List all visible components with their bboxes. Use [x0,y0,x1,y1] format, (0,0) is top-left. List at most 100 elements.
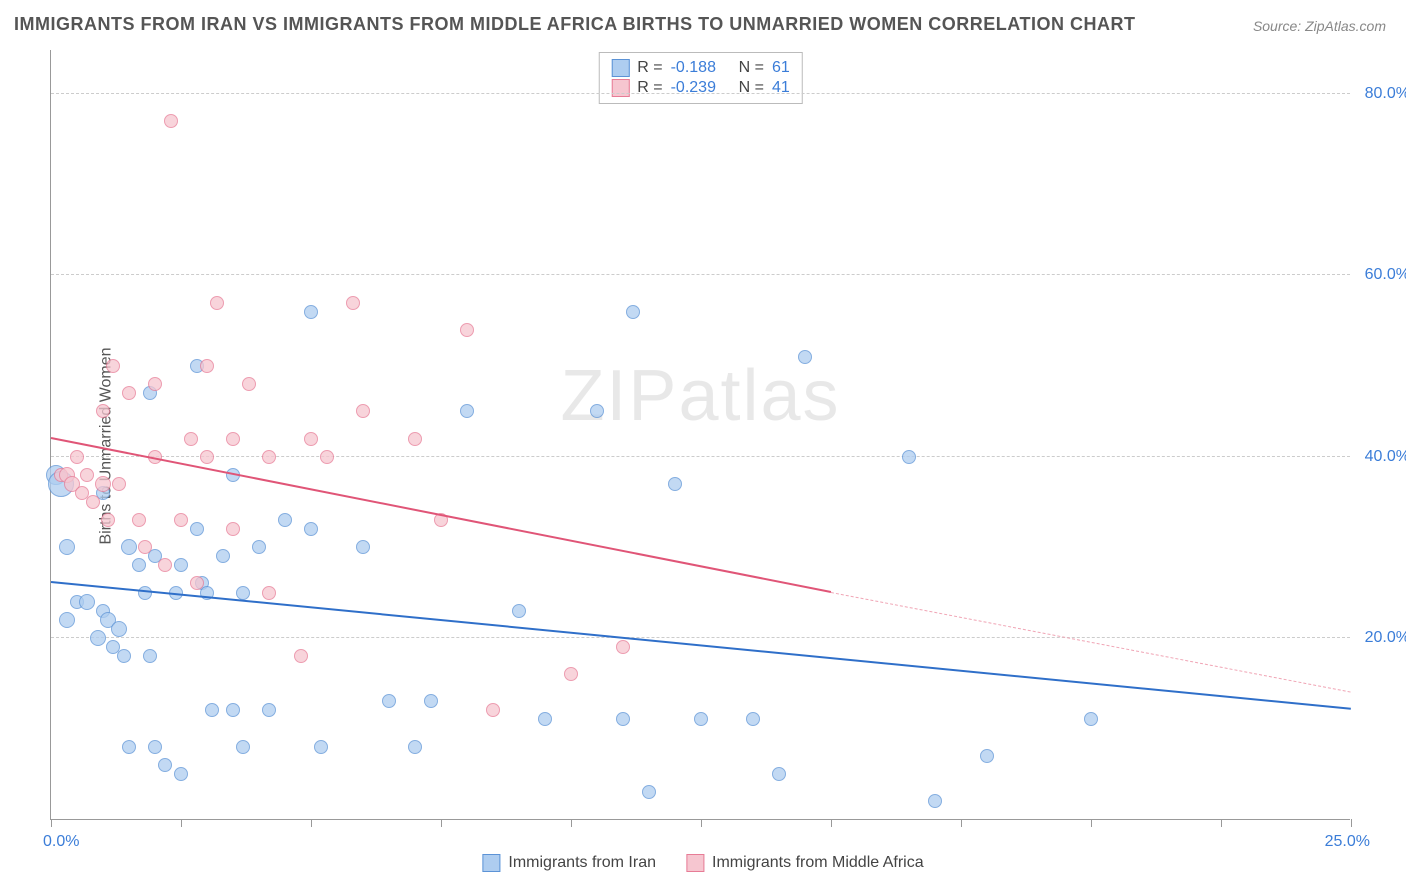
data-point [205,703,219,717]
data-point [70,450,84,464]
data-point [590,404,604,418]
data-point [226,432,240,446]
data-point [408,740,422,754]
n-label: N = [739,79,764,97]
source-attribution: Source: ZipAtlas.com [1253,18,1386,34]
data-point [668,477,682,491]
legend-label: Immigrants from Iran [508,854,656,872]
data-point [59,612,75,628]
data-point [304,522,318,536]
data-point [798,350,812,364]
data-point [143,649,157,663]
correlation-legend: R =-0.188N =61R =-0.239N =41 [598,52,802,104]
data-point [928,794,942,808]
data-point [101,513,115,527]
x-axis-min-label: 0.0% [43,833,79,851]
data-point [564,667,578,681]
data-point [626,305,640,319]
gridline [51,274,1350,275]
data-point [174,513,188,527]
x-tick [1221,819,1222,827]
data-point [121,539,137,555]
data-point [356,404,370,418]
x-tick [1091,819,1092,827]
x-tick [441,819,442,827]
data-point [158,558,172,572]
r-value: -0.188 [671,59,731,77]
watermark-bold: ZIP [560,356,678,436]
data-point [408,432,422,446]
x-tick [1351,819,1352,827]
data-point [1084,712,1098,726]
data-point [79,594,95,610]
data-point [320,450,334,464]
data-point [132,513,146,527]
data-point [486,703,500,717]
x-tick [831,819,832,827]
legend-item: Immigrants from Middle Africa [686,854,924,872]
trend-line [831,592,1351,693]
n-value: 61 [772,59,790,77]
data-point [90,630,106,646]
data-point [356,540,370,554]
data-point [304,432,318,446]
data-point [460,404,474,418]
series-legend: Immigrants from Iran Immigrants from Midd… [482,854,923,872]
data-point [252,540,266,554]
data-point [294,649,308,663]
data-point [694,712,708,726]
data-point [80,468,94,482]
data-point [538,712,552,726]
data-point [216,549,230,563]
data-point [200,359,214,373]
data-point [148,740,162,754]
y-tick-label: 60.0% [1365,266,1406,284]
data-point [158,758,172,772]
data-point [112,477,126,491]
gridline [51,93,1350,94]
data-point [772,767,786,781]
plot-area: ZIPatlas R =-0.188N =61R =-0.239N =41 0.… [50,50,1350,820]
r-label: R = [637,59,662,77]
legend-label: Immigrants from Middle Africa [712,854,924,872]
data-point [86,495,100,509]
r-value: -0.239 [671,79,731,97]
data-point [278,513,292,527]
data-point [226,703,240,717]
data-point [132,558,146,572]
data-point [148,377,162,391]
data-point [117,649,131,663]
correlation-row: R =-0.188N =61 [611,59,789,77]
data-point [424,694,438,708]
data-point [262,450,276,464]
data-point [314,740,328,754]
gridline [51,637,1350,638]
data-point [122,740,136,754]
data-point [616,712,630,726]
trend-line [51,581,1351,710]
data-point [190,576,204,590]
data-point [746,712,760,726]
data-point [642,785,656,799]
data-point [164,114,178,128]
data-point [106,359,120,373]
data-point [190,522,204,536]
watermark-thin: atlas [678,356,840,436]
data-point [980,749,994,763]
x-axis-max-label: 25.0% [1325,833,1370,851]
data-point [111,621,127,637]
legend-swatch [611,59,629,77]
chart-title: IMMIGRANTS FROM IRAN VS IMMIGRANTS FROM … [14,14,1135,35]
data-point [200,450,214,464]
gridline [51,456,1350,457]
data-point [174,558,188,572]
data-point [512,604,526,618]
y-tick-label: 40.0% [1365,448,1406,466]
data-point [346,296,360,310]
y-tick-label: 80.0% [1365,85,1406,103]
r-label: R = [637,79,662,97]
n-value: 41 [772,79,790,97]
data-point [122,386,136,400]
data-point [262,703,276,717]
data-point [138,540,152,554]
